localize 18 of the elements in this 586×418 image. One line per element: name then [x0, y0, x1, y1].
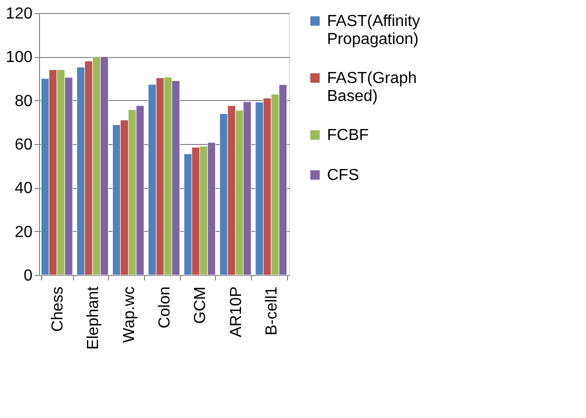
x-tick-label: Wap.wc [120, 286, 138, 343]
y-tick-label: 60 [14, 136, 33, 154]
y-tick-label: 100 [6, 49, 33, 66]
x-tick-label: GCM [192, 286, 210, 324]
y-tick-label: 0 [24, 268, 33, 284]
legend-label: FAST(Affinity Propagation) [327, 13, 420, 48]
x-tick-label: Colon [156, 286, 174, 328]
legend-label: FCBF [327, 127, 369, 144]
legend-label: CFS [327, 167, 359, 184]
y-tick-label: 80 [14, 92, 33, 110]
y-tick-label: 120 [6, 6, 33, 22]
x-tick-label: Chess [49, 286, 66, 332]
x-tick-label: B-cell1 [264, 286, 281, 336]
y-tick-label: 20 [14, 224, 33, 241]
x-tick-label: Elephant [85, 286, 102, 350]
y-tick-label: 40 [14, 180, 33, 198]
legend-label: FAST(Graph Based) [327, 70, 417, 105]
x-tick-label: AR10P [228, 286, 245, 338]
